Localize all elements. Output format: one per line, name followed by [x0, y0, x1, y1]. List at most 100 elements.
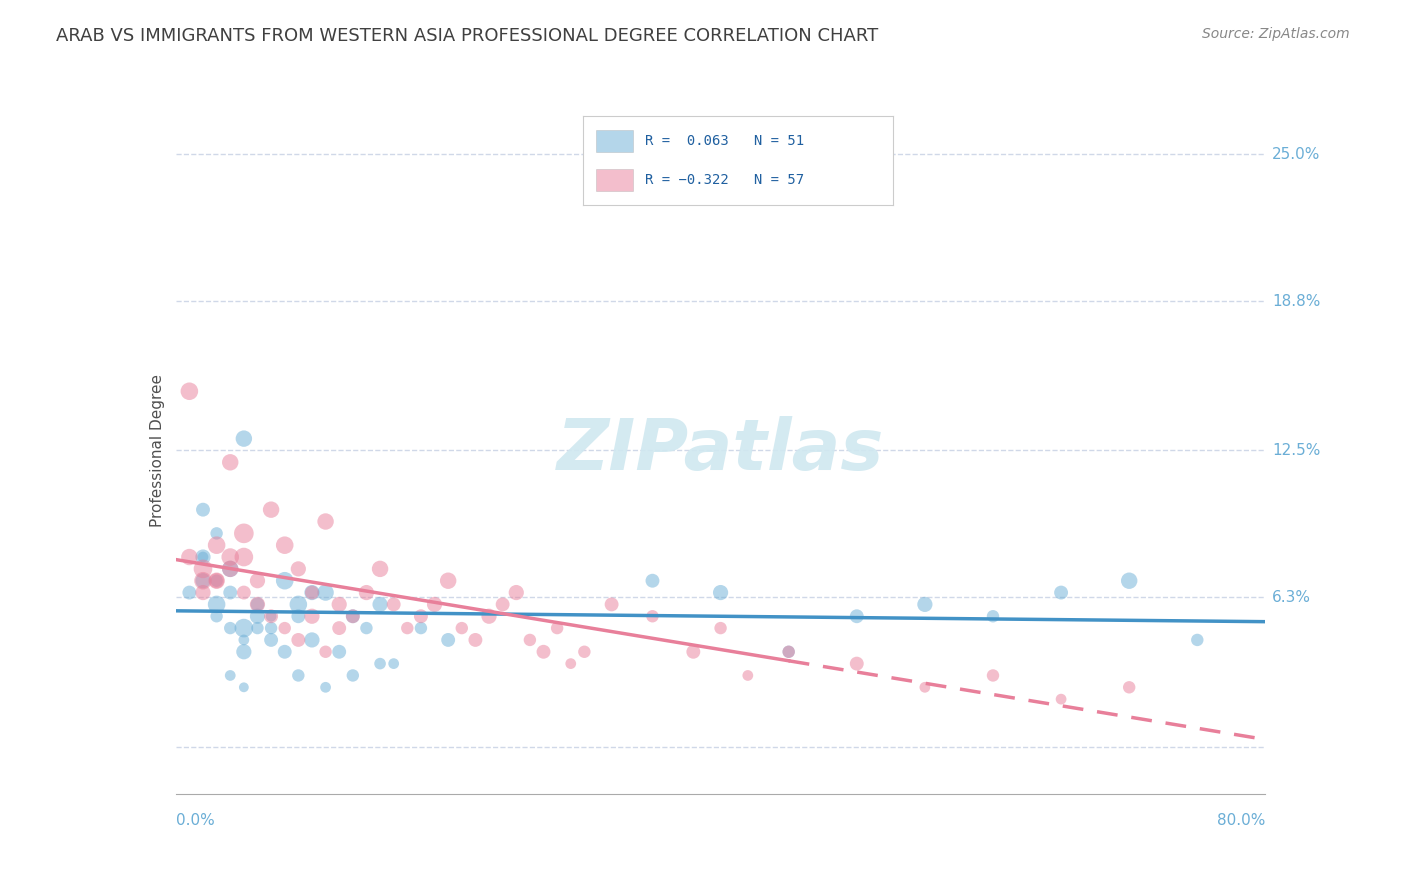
Point: [368, 657, 391, 671]
Point: [356, 585, 378, 599]
Point: [205, 574, 228, 588]
Point: [845, 609, 868, 624]
Point: [232, 621, 254, 635]
Point: [246, 621, 269, 635]
Point: [205, 609, 228, 624]
Point: [710, 585, 733, 599]
Point: [409, 621, 432, 635]
Text: R =  0.063   N = 51: R = 0.063 N = 51: [645, 134, 804, 148]
Point: [328, 645, 350, 659]
Y-axis label: Professional Degree: Professional Degree: [149, 374, 165, 527]
Point: [260, 609, 283, 624]
Point: [315, 681, 337, 695]
Point: [682, 645, 704, 659]
Point: [246, 574, 269, 588]
Point: [301, 632, 323, 647]
Point: [274, 621, 297, 635]
Text: R = −0.322   N = 57: R = −0.322 N = 57: [645, 173, 804, 187]
Point: [260, 609, 283, 624]
Point: [191, 502, 214, 516]
Point: [914, 598, 936, 612]
Point: [409, 609, 432, 624]
Point: [1118, 681, 1140, 695]
Point: [437, 574, 460, 588]
Point: [505, 585, 527, 599]
Point: [287, 609, 309, 624]
Point: [191, 562, 214, 576]
Point: [260, 632, 283, 647]
Point: [246, 598, 269, 612]
Point: [710, 621, 733, 635]
Point: [845, 657, 868, 671]
Point: [205, 574, 228, 588]
Point: [328, 621, 350, 635]
Point: [641, 574, 664, 588]
Point: [232, 681, 254, 695]
Point: [315, 515, 337, 529]
Point: [492, 598, 515, 612]
Point: [260, 502, 283, 516]
Point: [287, 668, 309, 682]
Point: [437, 632, 460, 647]
Point: [450, 621, 472, 635]
Text: Source: ZipAtlas.com: Source: ZipAtlas.com: [1202, 27, 1350, 41]
Point: [368, 598, 391, 612]
Point: [533, 645, 555, 659]
Point: [232, 645, 254, 659]
Text: 25.0%: 25.0%: [1272, 147, 1320, 162]
Point: [478, 609, 501, 624]
Point: [219, 562, 242, 576]
Text: 18.8%: 18.8%: [1272, 293, 1320, 309]
Point: [382, 598, 405, 612]
Point: [205, 538, 228, 552]
Point: [219, 455, 242, 469]
Point: [1050, 585, 1073, 599]
Point: [179, 585, 201, 599]
Text: 80.0%: 80.0%: [1218, 813, 1265, 828]
Point: [981, 668, 1004, 682]
Point: [232, 585, 254, 599]
Point: [179, 384, 201, 399]
Point: [342, 668, 364, 682]
Point: [737, 668, 759, 682]
Point: [205, 574, 228, 588]
Point: [246, 598, 269, 612]
Point: [464, 632, 486, 647]
Point: [287, 598, 309, 612]
Point: [1050, 692, 1073, 706]
Point: [301, 609, 323, 624]
Point: [342, 609, 364, 624]
Point: [232, 632, 254, 647]
Point: [423, 598, 446, 612]
Point: [641, 609, 664, 624]
Point: [546, 621, 568, 635]
Point: [981, 609, 1004, 624]
Point: [191, 574, 214, 588]
Point: [356, 621, 378, 635]
Point: [778, 645, 800, 659]
Point: [274, 538, 297, 552]
Point: [191, 549, 214, 564]
Point: [519, 632, 541, 647]
Point: [368, 562, 391, 576]
Point: [179, 549, 201, 564]
Point: [260, 621, 283, 635]
Point: [778, 645, 800, 659]
Text: 6.3%: 6.3%: [1272, 590, 1312, 605]
Point: [232, 526, 254, 541]
Point: [1187, 632, 1209, 647]
Point: [287, 632, 309, 647]
Point: [914, 681, 936, 695]
Point: [246, 609, 269, 624]
Point: [219, 668, 242, 682]
Point: [315, 585, 337, 599]
Point: [191, 585, 214, 599]
Point: [396, 621, 419, 635]
Point: [342, 609, 364, 624]
Point: [219, 549, 242, 564]
Point: [219, 562, 242, 576]
Point: [574, 645, 596, 659]
Point: [205, 598, 228, 612]
Point: [274, 574, 297, 588]
Text: 12.5%: 12.5%: [1272, 443, 1320, 458]
